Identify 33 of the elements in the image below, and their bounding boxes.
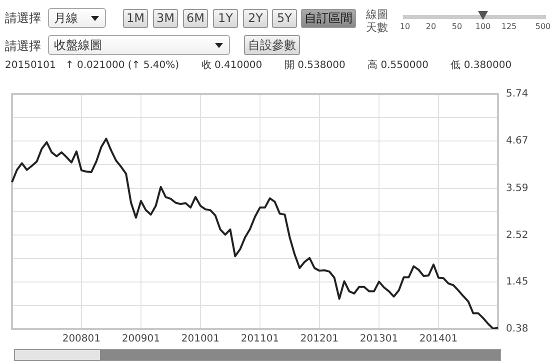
text: 100 — [474, 22, 492, 32]
y-tick-label: 5.74 — [506, 88, 528, 100]
button: 2Y — [243, 9, 268, 28]
y-tick-label: 1.45 — [506, 276, 528, 288]
text: 50 — [450, 22, 464, 32]
y-tick-label: 3.59 — [506, 182, 528, 194]
button: 3M — [153, 9, 178, 28]
chart-subtitle: 20150101 ↑ 0.021000 (↑ 5.40%) 收 0.410000 開 0.538000 高 0.550000 低 0.380000 — [5, 58, 512, 72]
text: 10 — [398, 22, 412, 32]
dropdown: 收盤線圖 — [48, 35, 230, 55]
x-tick-label: 201401 — [419, 334, 458, 345]
text: 請選擇 — [5, 10, 42, 26]
x-tick-label: 200901 — [122, 334, 160, 345]
button: 自訂區間 — [301, 9, 356, 28]
button: 5Y — [272, 9, 297, 28]
y-tick-label: 2.52 — [506, 230, 528, 241]
button: 1Y — [213, 9, 238, 28]
y-tick-label: 0.38 — [506, 324, 528, 335]
text: 125 — [500, 22, 518, 32]
text: 500 — [534, 22, 552, 32]
button: 1M — [123, 9, 148, 28]
button: 6M — [183, 9, 208, 28]
x-tick-label: 201001 — [181, 334, 220, 345]
text: 線圖天數 — [366, 8, 389, 36]
text: 請選擇 — [5, 38, 42, 54]
x-tick-label: 201101 — [240, 334, 280, 345]
button: 自設參數 — [244, 35, 300, 55]
x-tick-label: 201201 — [300, 334, 339, 345]
x-tick-label: 200801 — [62, 334, 101, 345]
y-tick-label: 4.67 — [506, 136, 528, 147]
x-tick-label: 201301 — [360, 334, 398, 345]
dropdown: 月線 — [48, 8, 106, 28]
text: 20 — [424, 22, 438, 32]
